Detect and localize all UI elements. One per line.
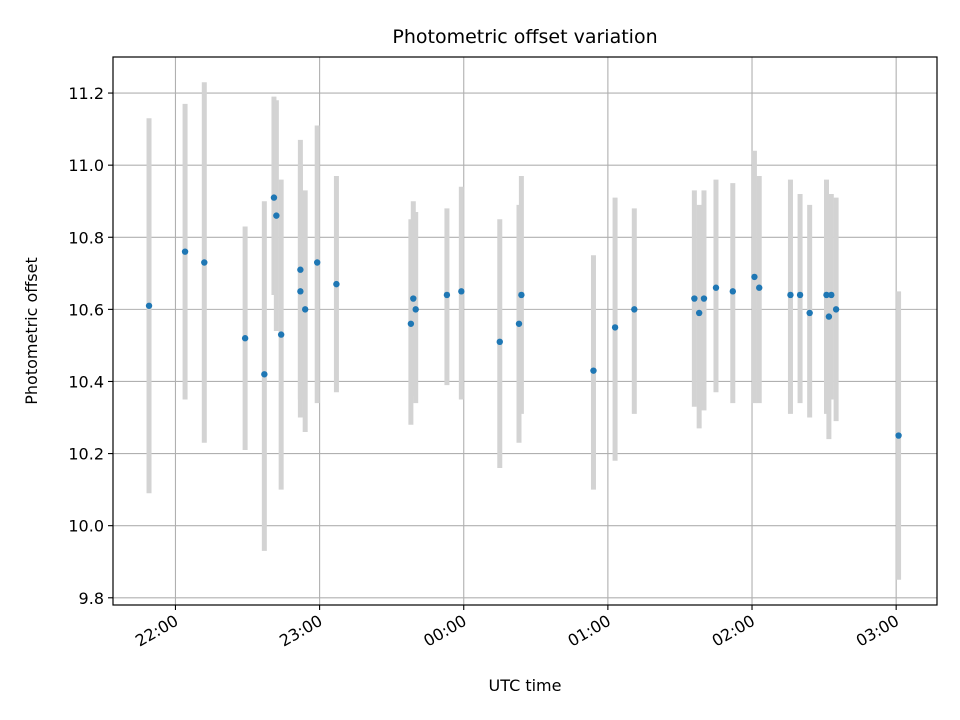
data-points xyxy=(145,194,902,439)
data-point xyxy=(695,309,703,317)
data-point xyxy=(751,273,758,281)
y-tick-label: 10.0 xyxy=(68,517,104,536)
y-tick-label: 10.6 xyxy=(68,300,104,319)
data-point xyxy=(270,194,278,201)
data-point xyxy=(806,309,813,317)
data-point xyxy=(297,266,304,273)
x-axis-label: UTC time xyxy=(489,676,562,695)
data-point xyxy=(241,335,249,342)
data-point xyxy=(515,320,523,327)
data-point xyxy=(828,291,835,299)
data-point xyxy=(611,324,619,331)
y-axis-label: Photometric offset xyxy=(22,257,41,405)
data-point xyxy=(407,320,415,327)
y-tick-label: 10.4 xyxy=(68,372,104,391)
data-point xyxy=(333,280,340,288)
data-point xyxy=(700,295,708,302)
data-point xyxy=(832,306,840,313)
data-point xyxy=(796,291,804,299)
data-point xyxy=(313,259,321,266)
y-tick-label: 11.0 xyxy=(68,156,104,175)
data-point xyxy=(273,212,280,219)
data-point xyxy=(895,432,902,439)
data-point xyxy=(181,248,189,255)
plot-frame xyxy=(112,56,938,606)
data-point xyxy=(145,302,153,309)
data-point xyxy=(261,371,268,378)
data-point xyxy=(518,291,525,299)
data-point xyxy=(297,288,304,295)
data-point xyxy=(201,259,208,266)
data-point xyxy=(787,291,794,299)
chart-title: Photometric offset variation xyxy=(392,26,657,48)
data-point xyxy=(277,331,285,338)
data-point xyxy=(458,288,465,295)
data-point xyxy=(496,338,503,346)
y-tick-label: 10.2 xyxy=(68,445,104,464)
data-point xyxy=(412,306,419,313)
data-point xyxy=(729,288,737,295)
data-point xyxy=(825,313,833,320)
data-point xyxy=(691,295,698,302)
data-point xyxy=(631,306,638,313)
y-axis-ticks: 9.8 10.0 10.2 10.4 10.6 10.8 11.0 11.2 xyxy=(68,84,113,608)
data-point xyxy=(590,367,597,374)
y-tick-label: 11.2 xyxy=(68,84,104,103)
data-point xyxy=(712,284,720,291)
data-point xyxy=(410,295,417,302)
y-tick-label: 10.8 xyxy=(68,228,104,247)
data-point xyxy=(301,306,309,313)
data-point xyxy=(823,291,830,299)
data-point xyxy=(756,284,763,291)
y-tick-label: 9.8 xyxy=(79,589,104,608)
data-point xyxy=(443,291,451,299)
